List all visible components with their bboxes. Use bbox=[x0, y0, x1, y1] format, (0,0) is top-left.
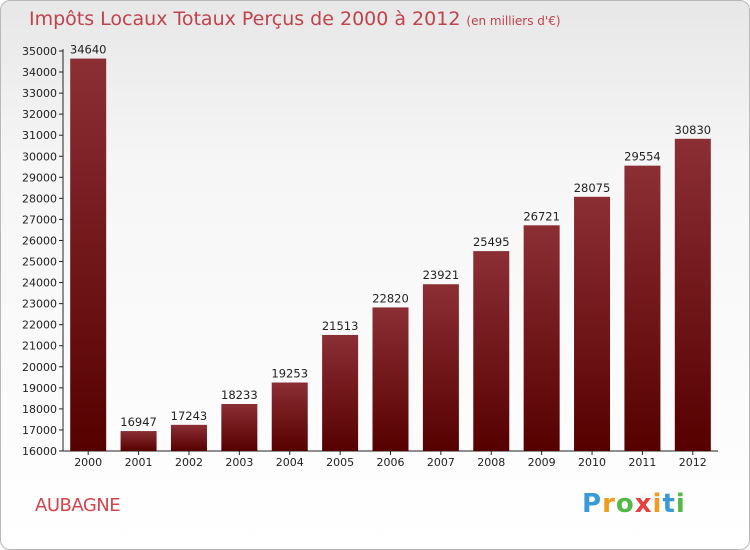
logo-letter: r bbox=[602, 489, 616, 519]
data-label: 28075 bbox=[574, 181, 611, 195]
x-tick-label: 2007 bbox=[427, 456, 455, 469]
logo-letter: t bbox=[662, 489, 676, 519]
x-tick-label: 2012 bbox=[679, 456, 707, 469]
bar bbox=[372, 307, 409, 451]
y-tick-label: 20000 bbox=[22, 361, 57, 374]
bar bbox=[523, 225, 560, 451]
y-tick-label: 16000 bbox=[22, 445, 57, 458]
data-label: 30830 bbox=[675, 123, 712, 137]
y-tick-label: 17000 bbox=[22, 424, 57, 437]
proxiti-logo: Proxiti bbox=[582, 489, 686, 519]
bar bbox=[624, 165, 661, 451]
y-tick-label: 25000 bbox=[22, 256, 57, 269]
y-tick-label: 30000 bbox=[22, 150, 57, 163]
logo-letter: i bbox=[675, 489, 686, 519]
chart-title: Impôts Locaux Totaux Perçus de 2000 à 20… bbox=[29, 8, 561, 30]
x-tick-label: 2000 bbox=[74, 456, 102, 469]
x-tick-label: 2006 bbox=[377, 456, 405, 469]
data-label: 26721 bbox=[523, 209, 560, 223]
x-tick-label: 2009 bbox=[528, 456, 556, 469]
x-tick-label: 2004 bbox=[276, 456, 304, 469]
x-tick-label: 2002 bbox=[175, 456, 203, 469]
bar bbox=[70, 58, 107, 451]
title-text: Impôts Locaux Totaux Perçus de 2000 à 20… bbox=[29, 8, 461, 30]
data-label: 21513 bbox=[322, 319, 359, 333]
y-tick-label: 18000 bbox=[22, 403, 57, 416]
bar bbox=[170, 424, 207, 451]
bar bbox=[221, 403, 258, 451]
y-tick-label: 21000 bbox=[22, 340, 57, 353]
x-tick-label: 2010 bbox=[578, 456, 606, 469]
x-tick-label: 2003 bbox=[225, 456, 253, 469]
bar bbox=[422, 284, 459, 451]
data-label: 18233 bbox=[221, 388, 258, 402]
y-tick-label: 23000 bbox=[22, 298, 57, 311]
y-tick-label: 35000 bbox=[22, 45, 57, 58]
data-label: 23921 bbox=[423, 268, 460, 282]
x-tick-label: 2005 bbox=[326, 456, 354, 469]
logo-letter: x bbox=[634, 489, 653, 519]
bar bbox=[271, 382, 308, 451]
data-label: 17243 bbox=[171, 409, 208, 423]
logo-letter: i bbox=[652, 489, 663, 519]
bar bbox=[120, 431, 157, 451]
city-name: AUBAGNE bbox=[35, 495, 121, 516]
data-label: 22820 bbox=[372, 291, 409, 305]
y-tick-label: 31000 bbox=[22, 129, 57, 142]
y-tick-label: 32000 bbox=[22, 108, 57, 121]
data-label: 29554 bbox=[624, 150, 661, 164]
bar bbox=[574, 196, 611, 451]
data-label: 16947 bbox=[120, 415, 157, 429]
bar bbox=[322, 334, 359, 451]
y-tick-label: 24000 bbox=[22, 277, 57, 290]
x-tick-label: 2001 bbox=[125, 456, 153, 469]
title-unit: (en milliers d'€) bbox=[466, 14, 561, 28]
y-tick-label: 22000 bbox=[22, 319, 57, 332]
y-tick-label: 28000 bbox=[22, 192, 57, 205]
logo-letter: P bbox=[582, 489, 603, 519]
y-tick-label: 26000 bbox=[22, 234, 57, 247]
x-tick-label: 2008 bbox=[477, 456, 505, 469]
logo-letter: o bbox=[615, 489, 635, 519]
y-tick-label: 33000 bbox=[22, 87, 57, 100]
bar bbox=[674, 138, 711, 451]
y-tick-label: 27000 bbox=[22, 213, 57, 226]
bar bbox=[473, 251, 510, 451]
data-label: 19253 bbox=[271, 367, 308, 381]
y-tick-label: 19000 bbox=[22, 382, 57, 395]
x-tick-label: 2011 bbox=[628, 456, 656, 469]
y-tick-label: 34000 bbox=[22, 66, 57, 79]
y-tick-label: 29000 bbox=[22, 171, 57, 184]
data-label: 25495 bbox=[473, 235, 510, 249]
data-label: 34640 bbox=[70, 43, 107, 57]
